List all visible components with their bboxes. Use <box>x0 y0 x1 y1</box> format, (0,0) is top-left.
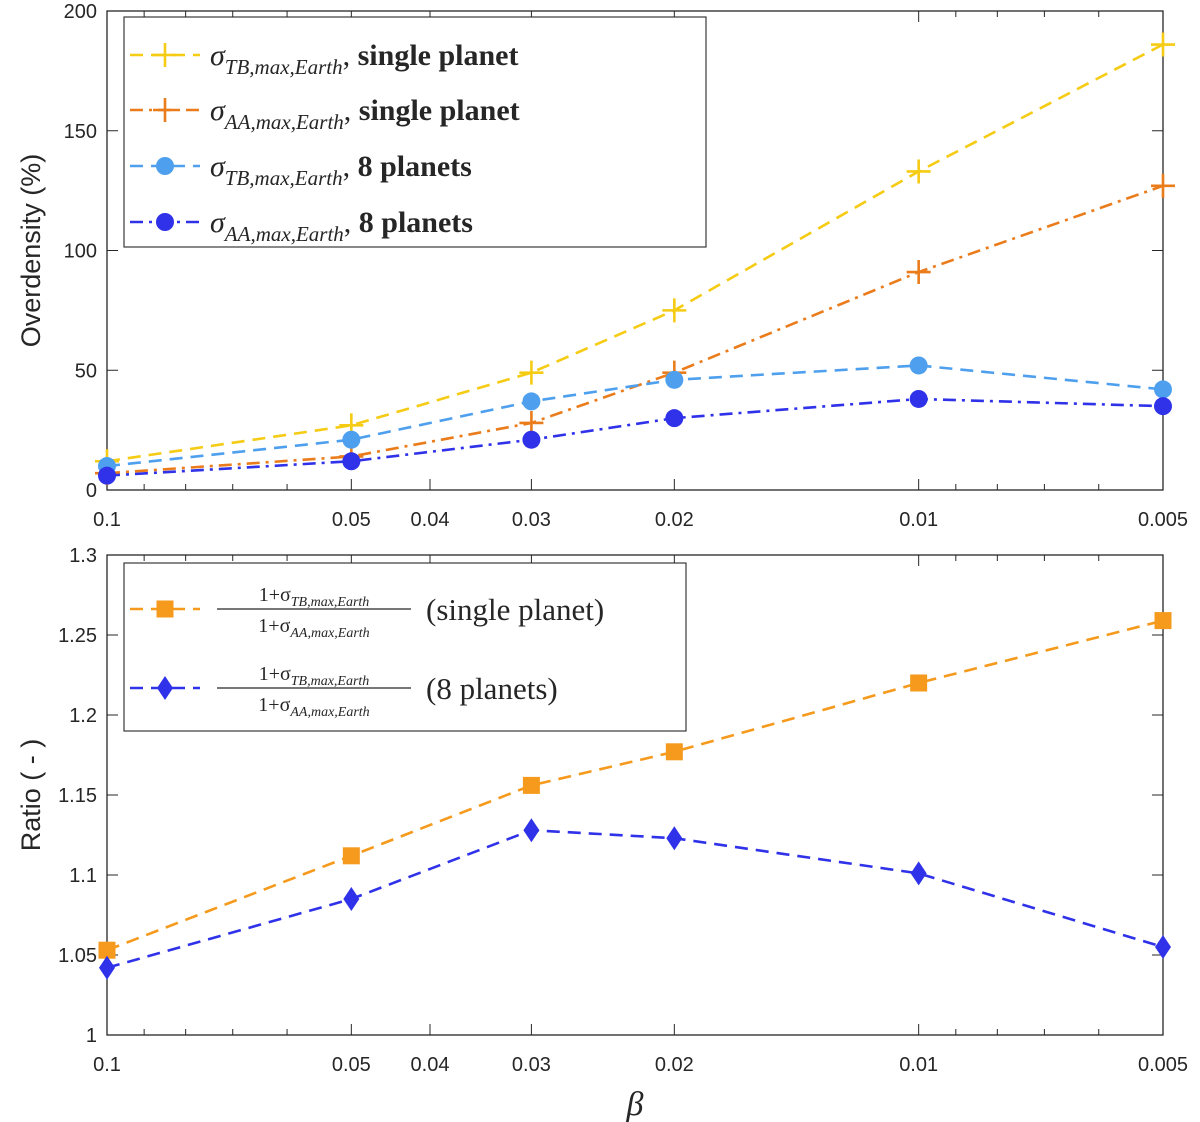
data-point <box>665 409 684 428</box>
data-point <box>665 743 683 761</box>
x-tick-label: 0.01 <box>899 509 938 531</box>
data-point <box>523 818 540 843</box>
series-line <box>106 43 1164 463</box>
series-line <box>106 619 1164 952</box>
y-tick-label: 1.3 <box>69 545 97 567</box>
legend-marker <box>153 98 177 122</box>
data-point <box>665 370 684 389</box>
legend-marker <box>156 600 174 618</box>
x-tick-label: 0.1 <box>93 1054 121 1076</box>
series-line <box>106 397 1164 477</box>
y-tick-label: 1.1 <box>69 865 97 887</box>
legend-label: σAA,max,Earth, single planet <box>210 94 520 134</box>
data-point <box>662 298 687 323</box>
series-2 <box>98 356 1172 476</box>
y-tick-label: 1.05 <box>58 945 97 967</box>
x-tick-label: 0.04 <box>411 509 450 531</box>
legend-denominator: 1+σAA,max,Earth <box>258 694 369 720</box>
data-point <box>1151 32 1175 57</box>
legend-item-0: σTB,max,Earth, single planet <box>130 39 518 79</box>
data-point <box>1154 397 1172 416</box>
y-tick-label: 1.2 <box>69 705 97 727</box>
x-tick-label: 0.02 <box>655 1054 694 1076</box>
data-point <box>909 389 928 408</box>
legend-box <box>123 16 707 248</box>
x-tick-label: 0.1 <box>93 509 121 531</box>
x-tick-label: 0.005 <box>1138 509 1188 531</box>
x-tick-label: 0.03 <box>512 1054 551 1076</box>
legend-item-0: 1+σTB,max,Earth 1+σAA,max,Earth (single pl… <box>130 584 604 641</box>
legend-numerator: 1+σTB,max,Earth <box>259 663 370 689</box>
legend-item-3: σAA,max,Earth, 8 planets <box>130 206 473 246</box>
y-tick-label: 100 <box>64 241 97 263</box>
legend-box <box>123 562 687 732</box>
data-point <box>522 776 540 794</box>
y-tick-label: 50 <box>75 360 97 382</box>
data-point <box>1154 380 1172 399</box>
series-line <box>106 184 1164 475</box>
legend-denominator: 1+σAA,max,Earth <box>258 615 369 641</box>
legend-label: σTB,max,Earth, 8 planets <box>210 150 472 190</box>
legend-marker <box>157 676 173 700</box>
data-point <box>342 452 361 471</box>
x-tick-label: 0.005 <box>1138 1054 1188 1076</box>
data-point <box>99 955 115 980</box>
y-axis-label: Ratio ( - ) <box>16 739 46 852</box>
y-axis-label: Overdensity (%) <box>16 154 46 348</box>
data-point <box>98 941 116 959</box>
legend-label: σTB,max,Earth, single planet <box>210 39 518 79</box>
y-tick-label: 0 <box>86 480 97 502</box>
series-1 <box>99 818 1171 980</box>
data-point <box>342 430 361 449</box>
panel-ratio: 0.1 0.05 0.04 0.03 0.02 0.01 0.005 1 1.05 1.1 1.15… <box>16 545 1188 1122</box>
legend-label: (single planet) <box>426 592 604 627</box>
series-line <box>106 828 1164 970</box>
data-point <box>666 826 683 851</box>
series-3 <box>98 389 1172 485</box>
data-point <box>1155 935 1171 959</box>
panel-overdensity: 0.1 0.05 0.04 0.03 0.02 0.01 0.005 0 50 100 150 200… <box>16 1 1188 531</box>
y-tick-label: 1 <box>86 1025 97 1047</box>
legend-label: σAA,max,Earth, 8 planets <box>210 206 473 246</box>
data-point <box>522 430 541 449</box>
x-tick-label: 0.05 <box>332 1054 371 1076</box>
data-point <box>910 674 928 692</box>
data-point <box>1151 173 1175 198</box>
legend-label: (8 planets) <box>426 671 558 706</box>
legend-marker <box>156 157 174 175</box>
legend-bottom: 1+σTB,max,Earth 1+σAA,max,Earth (single pl… <box>123 562 687 732</box>
y-tick-label: 200 <box>64 1 97 23</box>
x-tick-label: 0.05 <box>332 509 371 531</box>
legend-marker <box>153 43 177 67</box>
data-point <box>522 392 541 411</box>
data-point <box>910 861 927 886</box>
y-tick-label: 1.25 <box>58 625 97 647</box>
x-tick-label: 0.04 <box>411 1054 450 1076</box>
data-point <box>1154 612 1172 630</box>
data-point <box>98 466 116 485</box>
data-point <box>906 260 931 285</box>
legend-item-1: 1+σTB,max,Earth 1+σAA,max,Earth (8 planets… <box>130 663 558 720</box>
x-tick-label: 0.03 <box>512 509 551 531</box>
data-point <box>906 159 931 184</box>
legend-item-1: σAA,max,Earth, single planet <box>130 94 520 134</box>
series-line <box>106 364 1164 468</box>
data-point <box>342 847 360 865</box>
data-point <box>519 360 544 385</box>
y-tick-label: 1.15 <box>58 785 97 807</box>
legend-numerator: 1+σTB,max,Earth <box>259 584 370 610</box>
data-point <box>343 887 360 911</box>
x-tick-label: 0.01 <box>899 1054 938 1076</box>
data-point <box>909 356 928 375</box>
legend-marker <box>156 213 174 231</box>
x-axis-label: β <box>626 1086 644 1122</box>
y-tick-label: 150 <box>64 121 97 143</box>
legend-item-2: σTB,max,Earth, 8 planets <box>130 150 472 190</box>
legend-top: σTB,max,Earth, single planet σAA,max,Eart… <box>123 16 707 248</box>
x-tick-label: 0.02 <box>655 509 694 531</box>
series-0 <box>98 612 1172 959</box>
